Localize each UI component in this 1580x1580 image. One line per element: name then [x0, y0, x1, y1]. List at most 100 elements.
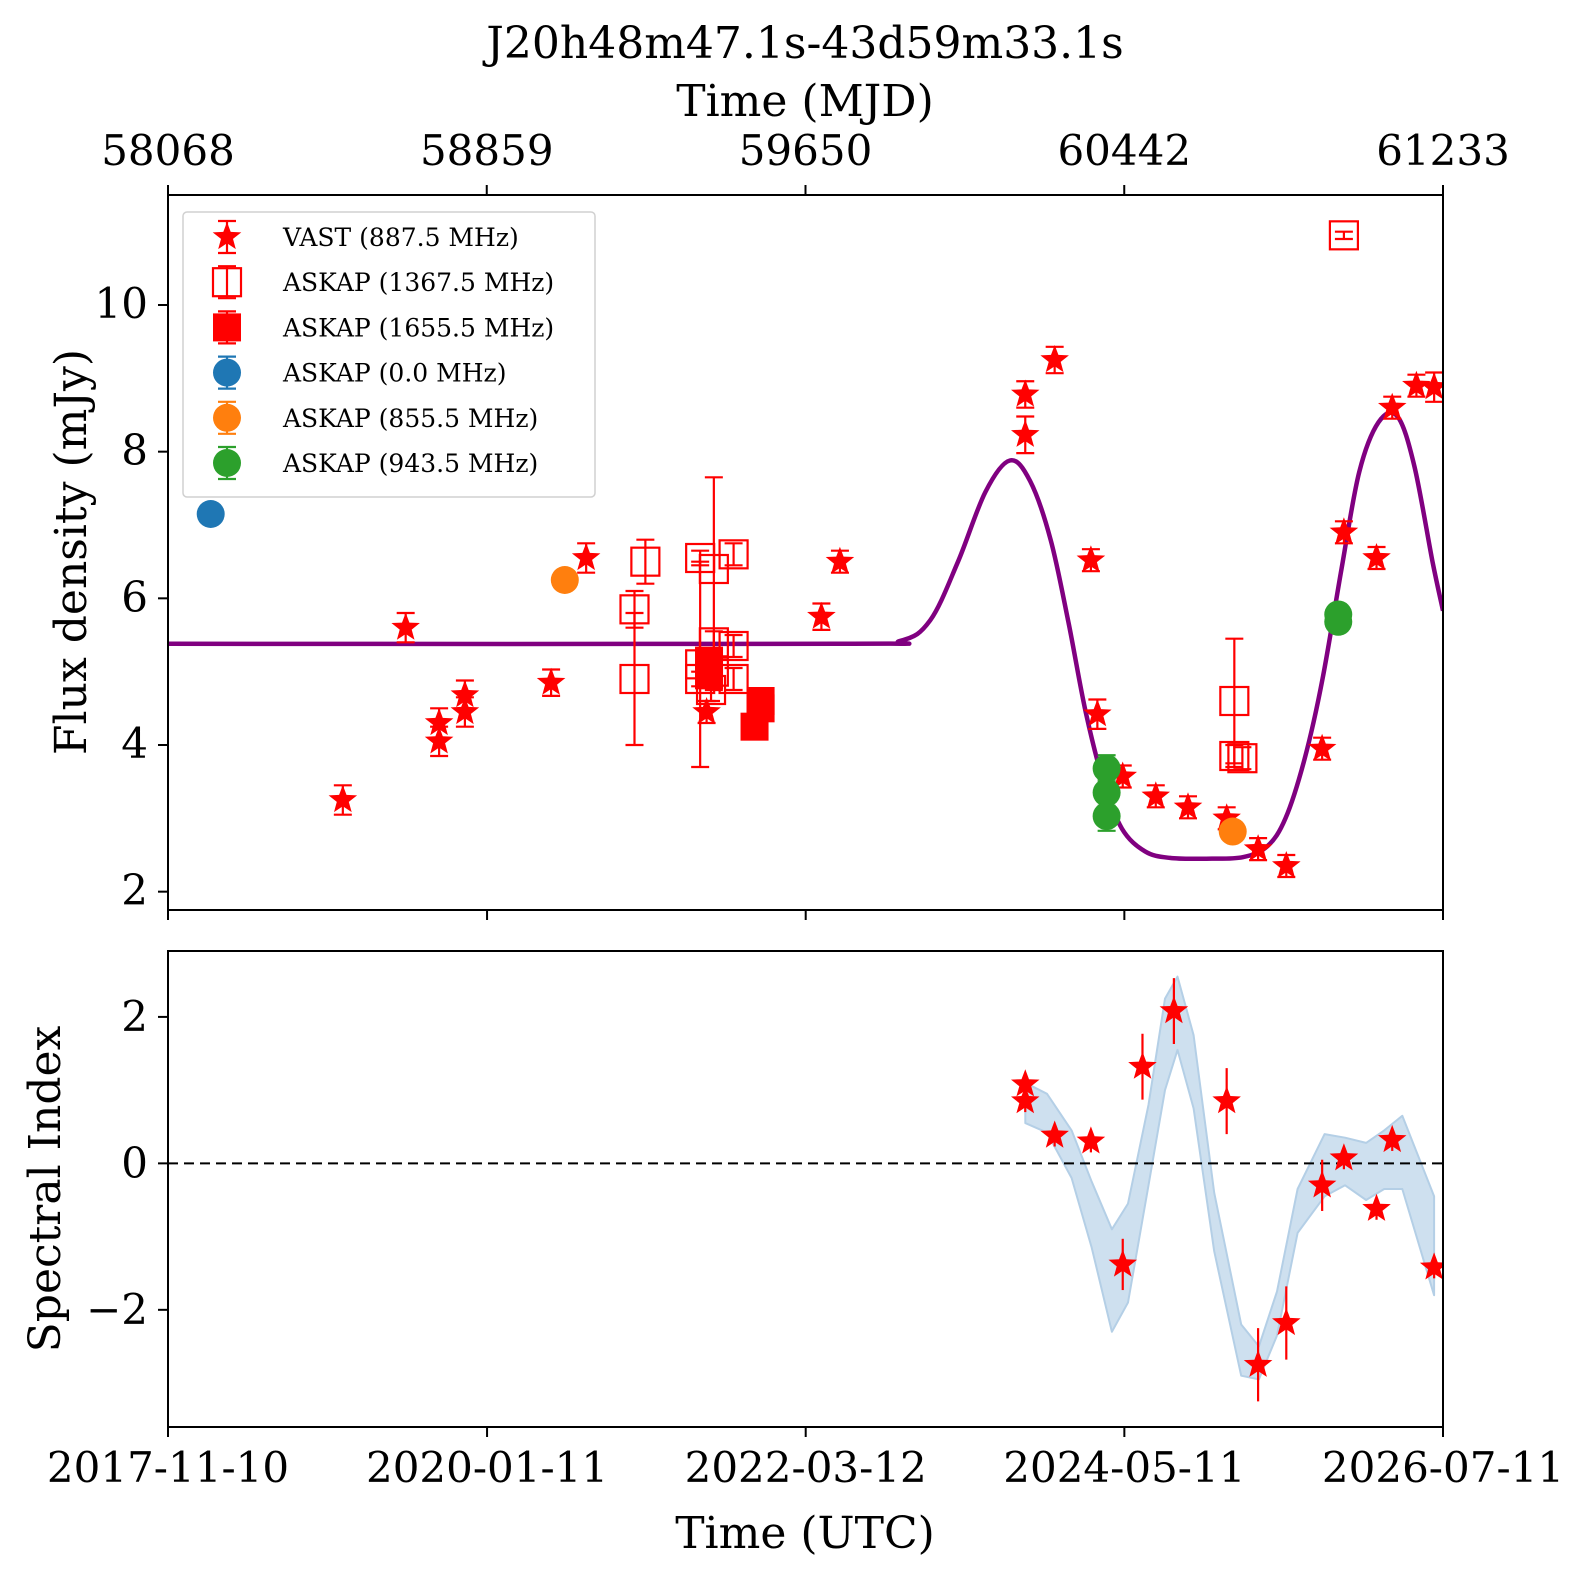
data-point: [1272, 851, 1301, 879]
data-point: [1243, 834, 1273, 862]
top-tick-label: 58859: [420, 126, 554, 175]
data-point: [1307, 1170, 1337, 1198]
legend-marker: [213, 403, 241, 432]
data-point: [1108, 761, 1137, 789]
bottom-x-ticks: 2017-11-10 2020-01-11 2022-03-12 2024-05-11…: [47, 910, 1564, 1492]
y-tick-label: 0: [121, 1138, 148, 1187]
data-point: [692, 697, 721, 725]
data-point: [1076, 545, 1106, 573]
data-point: [1040, 1120, 1069, 1148]
data-point: [1402, 370, 1431, 398]
y-tick-label: 2: [121, 992, 148, 1041]
data-point: [1011, 1086, 1040, 1114]
data-point: [391, 612, 420, 640]
legend-error-bar: [218, 265, 236, 300]
legend-label: ASKAP (943.5 MHz): [282, 449, 538, 478]
y-tick-label: 4: [121, 719, 148, 768]
model-curve: [168, 410, 1443, 862]
data-point: [718, 539, 749, 570]
data-point: [619, 663, 650, 695]
y-tick-label: 2: [121, 866, 148, 915]
legend-entry: ASKAP (1367.5 MHz): [211, 265, 554, 300]
data-point: [450, 697, 480, 725]
top-tick-label: 61233: [1376, 126, 1510, 175]
data-point: [1083, 699, 1112, 727]
data-point: [1324, 607, 1353, 636]
legend-marker: [212, 222, 242, 250]
data-point: [1307, 733, 1337, 761]
data-point: [746, 694, 775, 723]
legend-entry: ASKAP (943.5 MHz): [213, 445, 538, 481]
x-tick-label: 2022-03-12: [685, 1443, 927, 1492]
error-bar: [1233, 746, 1252, 771]
data-point: [328, 785, 358, 813]
data-point: [825, 546, 855, 574]
data-point: [718, 630, 749, 662]
flux-density-points: [196, 220, 1443, 879]
data-point: [1378, 1124, 1407, 1153]
top-axis-label: Time (MJD): [676, 76, 933, 127]
data-point: [1419, 372, 1443, 400]
top-y-ticks: 2 4 6 8 10: [95, 279, 168, 915]
data-point: [1212, 1086, 1241, 1114]
legend-label: ASKAP (1655.5 MHz): [282, 313, 554, 342]
y-tick-label: −2: [86, 1285, 148, 1334]
confidence-band-area: [1024, 975, 1436, 1381]
data-point: [550, 566, 579, 594]
error-bar: [636, 538, 655, 585]
data-point: [1272, 1308, 1301, 1336]
bottom-y-ticks: −2 0 2: [86, 992, 168, 1334]
y-tick-label: 10: [95, 279, 148, 328]
data-point: [1173, 792, 1203, 820]
data-point: [1328, 220, 1360, 251]
data-point: [1011, 1069, 1040, 1097]
legend-marker: [211, 267, 243, 298]
top-y-axis-label: Flux density (mJy): [46, 349, 97, 755]
data-point: [695, 661, 724, 690]
legend-entry: ASKAP (855.5 MHz): [213, 400, 538, 435]
data-point: [1011, 379, 1040, 407]
y-tick-label: 8: [121, 426, 148, 475]
legend: VAST (887.5 MHz) ASKAP (1367.5 MHz) ASKAP …: [182, 211, 596, 498]
data-point: [1108, 1249, 1137, 1277]
legend-label: ASKAP (0.0 MHz): [282, 359, 506, 388]
data-point: [1378, 392, 1407, 420]
data-point: [571, 543, 601, 571]
data-point: [1092, 754, 1121, 783]
legend-label: ASKAP (855.5 MHz): [282, 404, 538, 433]
chart-title: J20h48m47.1s-43d59m33.1s: [482, 18, 1124, 69]
data-point: [1141, 781, 1170, 809]
data-point: [196, 500, 225, 528]
bottom-y-axis-label: Spectral Index: [20, 1025, 71, 1352]
error-bar: [724, 542, 743, 567]
data-point: [1128, 1051, 1157, 1079]
data-point: [1092, 802, 1121, 831]
data-point: [1159, 996, 1189, 1024]
confidence-band: [1024, 975, 1436, 1381]
data-point: [450, 680, 480, 708]
top-axis-ticks: 58068 58859 59650 60442 61233: [101, 126, 1510, 195]
legend-label: VAST (887.5 MHz): [282, 223, 519, 252]
y-tick-label: 6: [121, 572, 148, 621]
data-point: [1218, 817, 1247, 846]
data-point: [1076, 1126, 1106, 1154]
legend-entry: VAST (887.5 MHz): [212, 219, 519, 255]
x-tick-label: 2020-01-11: [366, 1443, 608, 1492]
bottom-plot-frame: [167, 950, 1444, 1428]
data-point: [1362, 543, 1391, 571]
data-point: [1243, 1349, 1273, 1377]
top-tick-label: 58068: [101, 126, 235, 175]
data-point: [1092, 778, 1121, 807]
data-point: [1227, 743, 1258, 774]
error-bar: [1334, 230, 1353, 241]
bottom-x-axis-label: Time (UTC): [675, 1508, 935, 1559]
x-tick-label: 2017-11-10: [47, 1443, 289, 1492]
data-point: [1011, 419, 1040, 447]
data-point: [536, 667, 566, 695]
legend-marker: [213, 449, 241, 477]
error-bar: [724, 633, 743, 659]
data-point: [424, 708, 454, 736]
legend-label: ASKAP (1367.5 MHz): [282, 268, 554, 297]
data-point: [807, 601, 836, 629]
